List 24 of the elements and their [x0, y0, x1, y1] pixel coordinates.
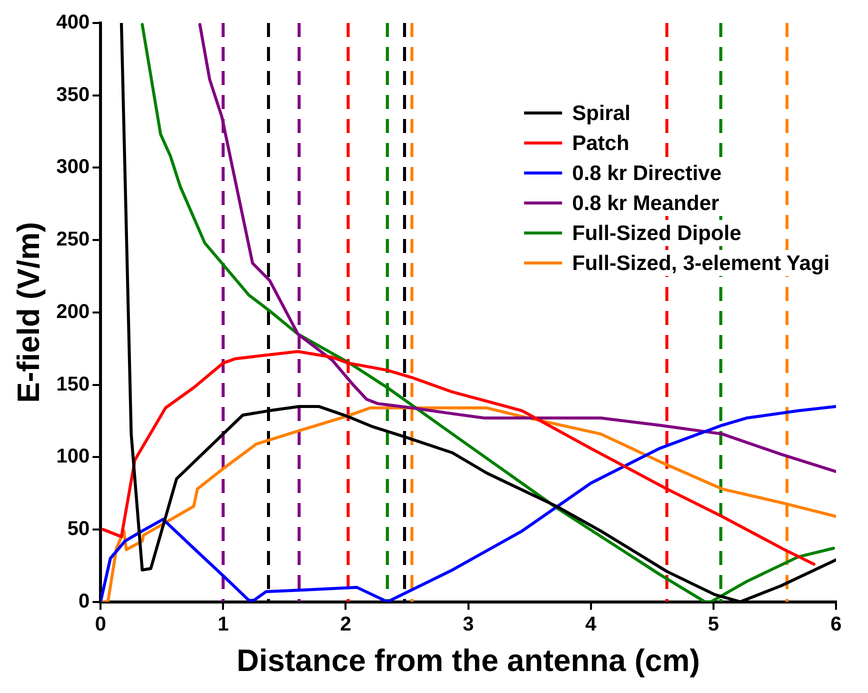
- y-tick-label: 100: [56, 446, 90, 468]
- x-tick-label: 2: [340, 613, 352, 636]
- y-tick-label: 150: [56, 373, 90, 396]
- legend-label: Patch: [572, 132, 630, 155]
- x-tick-label: 1: [218, 613, 229, 636]
- legend-label: Full-Sized Dipole: [572, 222, 742, 245]
- x-tick-label: 4: [585, 613, 598, 636]
- legend-label: 0.8 kr Directive: [572, 162, 722, 185]
- legend-label: Spiral: [572, 102, 630, 125]
- legend-label: 0.8 kr Meander: [572, 192, 720, 215]
- x-tick-label: 5: [708, 613, 719, 636]
- y-tick-label: 300: [56, 156, 90, 178]
- x-tick-label: 3: [462, 613, 474, 636]
- y-tick-label: 250: [56, 228, 90, 251]
- y-axis-title: E-field (V/m): [11, 222, 46, 403]
- x-tick-label: 0: [95, 613, 106, 636]
- y-tick-label: 50: [67, 518, 90, 540]
- y-tick-label: 400: [56, 12, 90, 34]
- y-tick-label: 350: [56, 84, 90, 106]
- x-axis-title: Distance from the antenna (cm): [236, 642, 700, 678]
- y-tick-label: 0: [78, 590, 90, 612]
- x-tick-label: 6: [830, 613, 842, 636]
- y-tick-label: 200: [56, 300, 90, 323]
- legend-label: Full-Sized, 3-element Yagi: [572, 252, 830, 275]
